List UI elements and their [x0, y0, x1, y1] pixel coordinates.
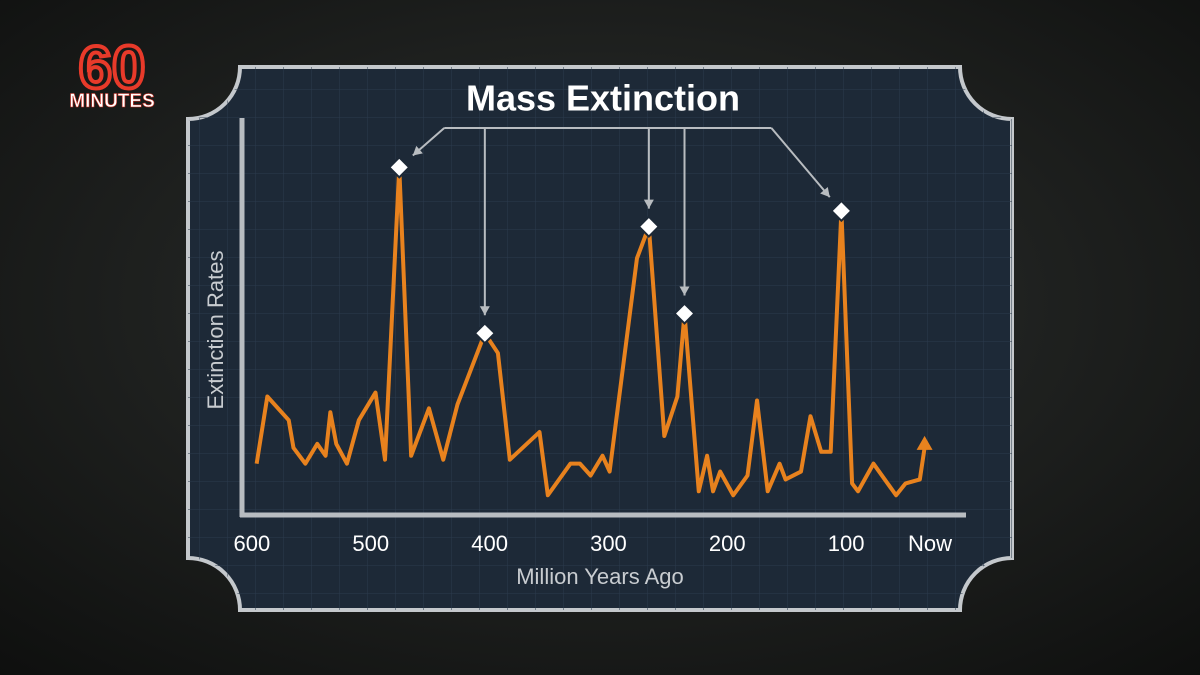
x-tick-label: 100 [828, 531, 865, 556]
annotation-arrowhead [643, 199, 654, 209]
x-tick-label: 400 [471, 531, 508, 556]
annotation-arrowhead [412, 145, 423, 156]
x-axis-label: Million Years Ago [516, 564, 684, 589]
extinction-marker-center [395, 163, 404, 172]
x-tick-label: 500 [352, 531, 389, 556]
x-tick-label: 200 [709, 531, 746, 556]
x-tick-label: 300 [590, 531, 627, 556]
extinction-marker-center [480, 329, 490, 338]
extinction-marker-center [680, 309, 689, 318]
annotation-arrow [770, 127, 831, 198]
y-axis-label: Extinction Rates [203, 251, 228, 410]
chart-title: Mass Extinction [466, 78, 740, 119]
data-line [254, 165, 927, 498]
x-tick-label: 600 [234, 531, 271, 556]
annotation-arrowhead [679, 286, 690, 296]
annotation-arrowhead [479, 306, 490, 316]
board-grid [188, 67, 1012, 610]
line-arrowhead [916, 435, 933, 450]
logo-number: 60 [79, 34, 146, 101]
logo-word: MINUTES [69, 91, 155, 112]
x-tick-label: Now [908, 531, 952, 556]
annotation-arrowhead [820, 186, 830, 198]
